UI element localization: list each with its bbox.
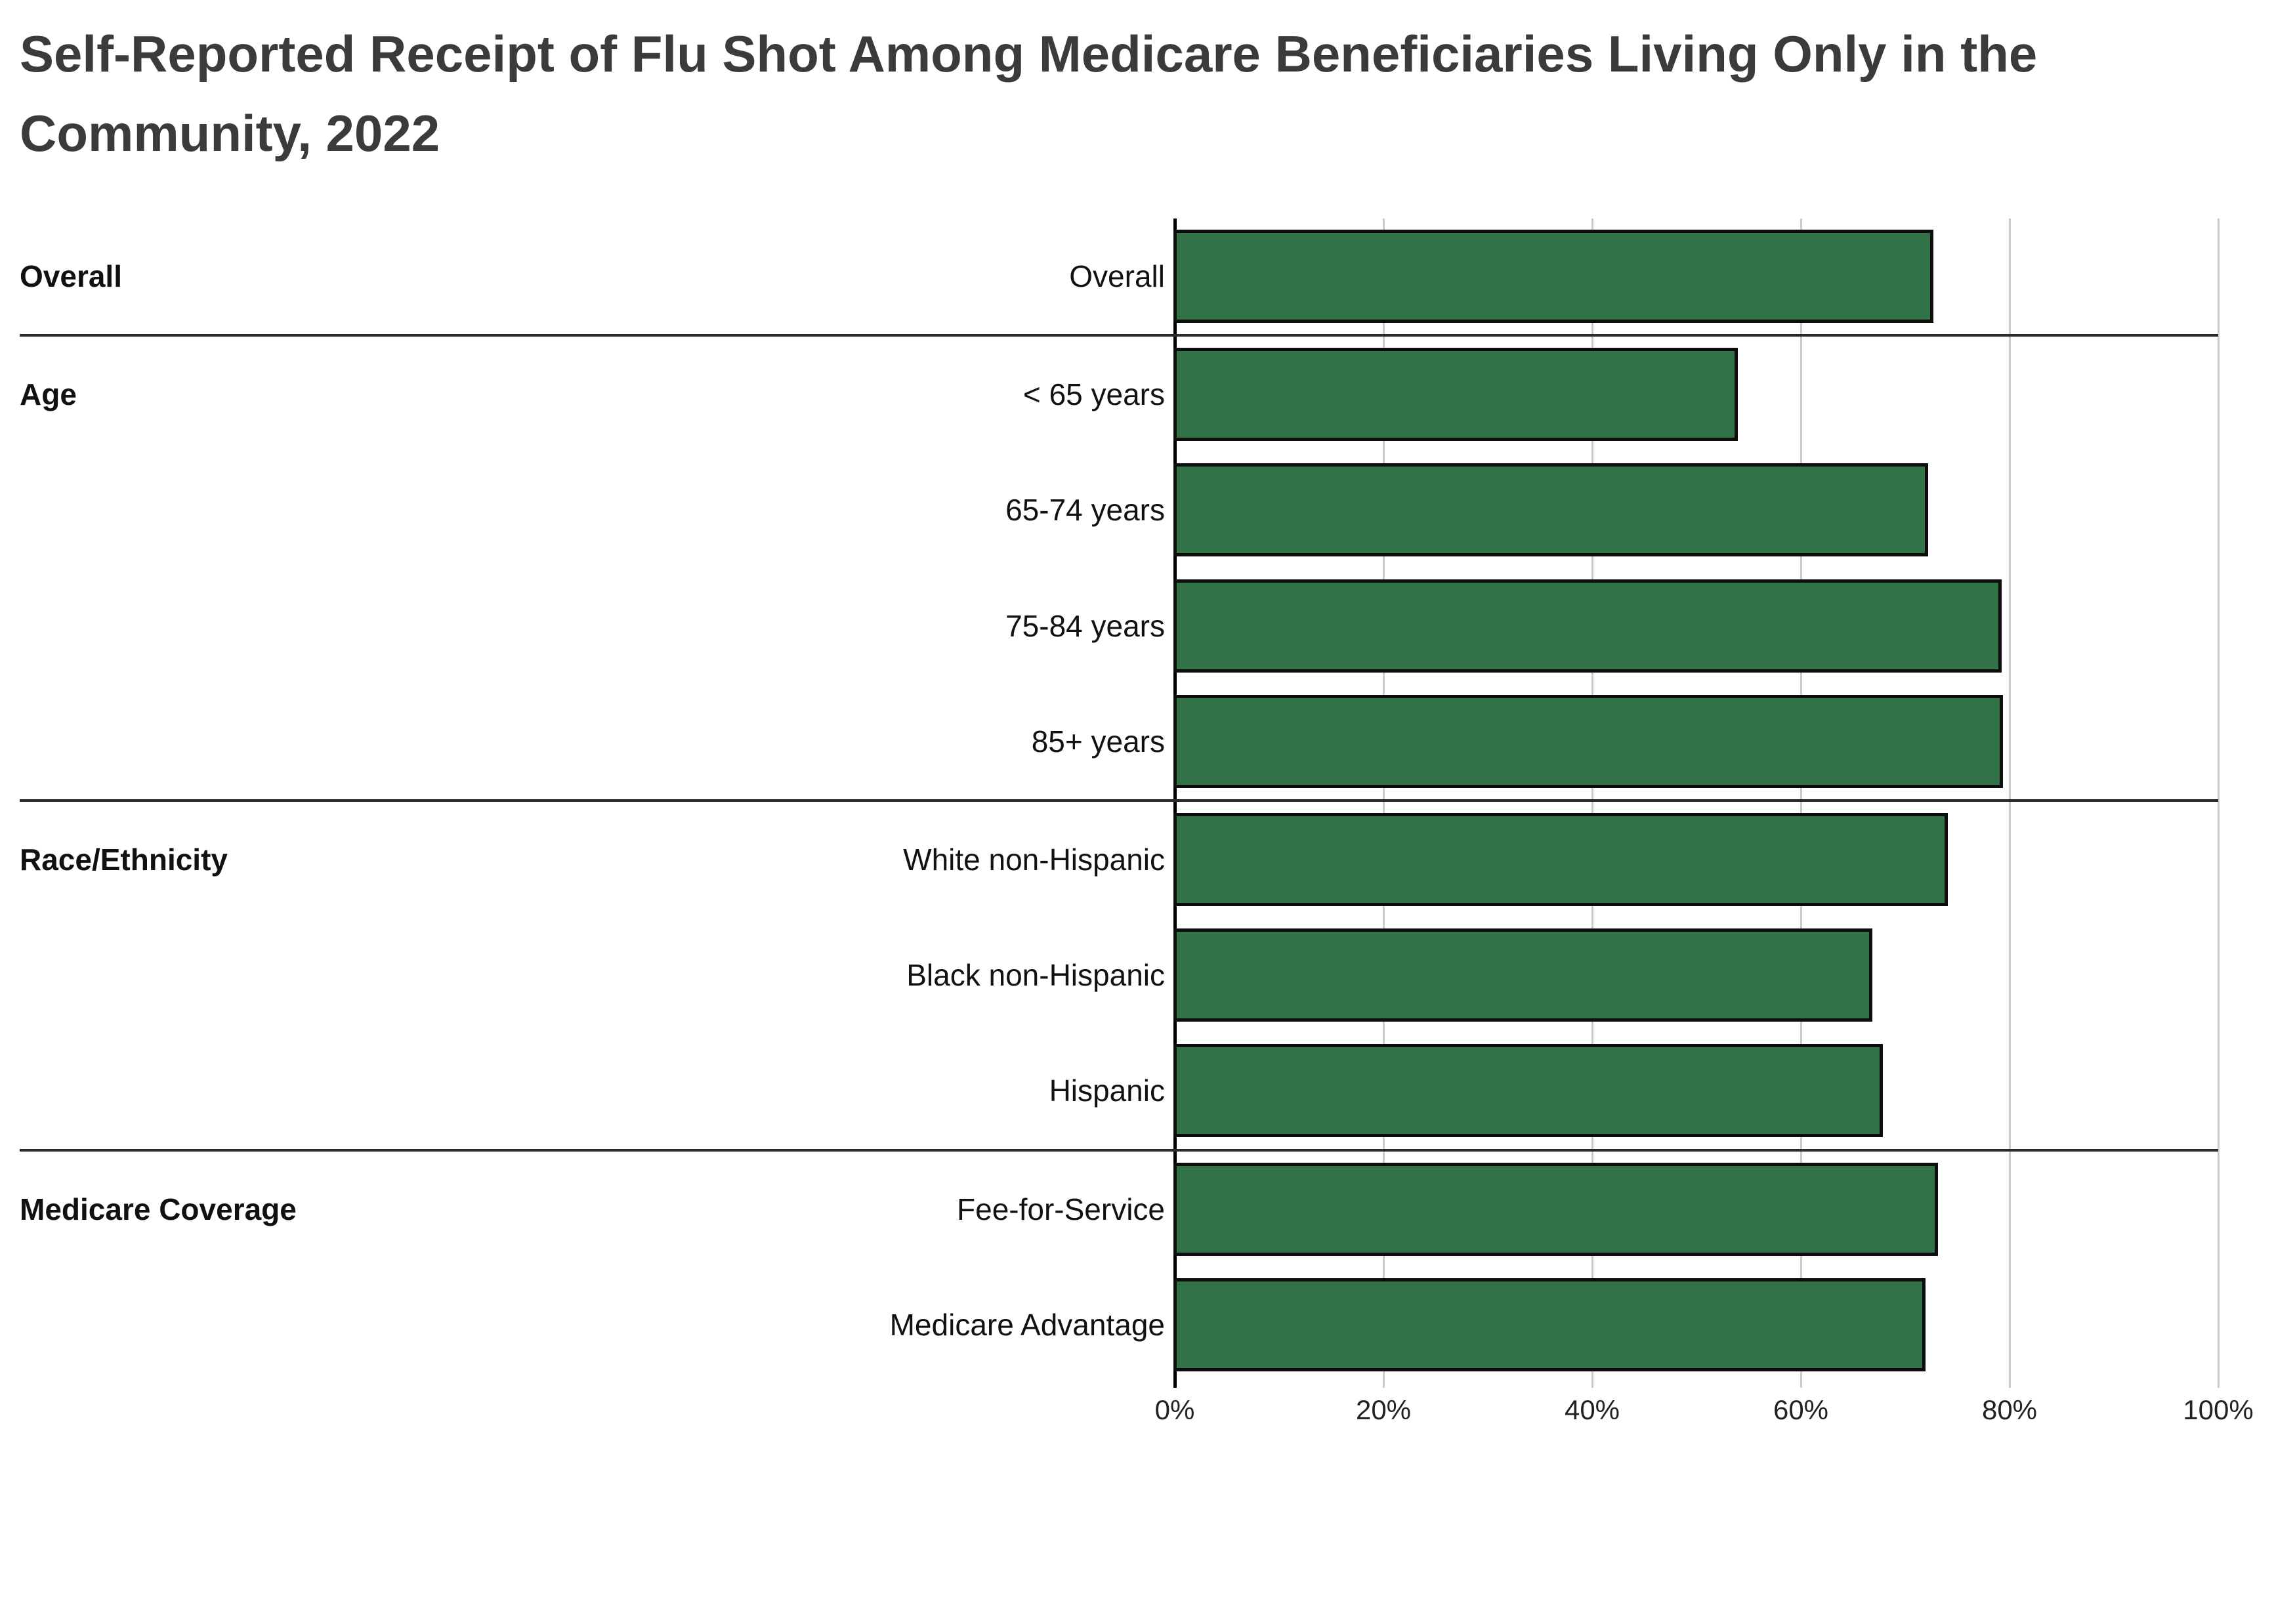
bar <box>1173 1162 1939 1256</box>
chart-row: Hispanic <box>20 1033 2218 1148</box>
group-label: Medicare Coverage <box>20 1192 297 1226</box>
bar <box>1173 230 1933 323</box>
x-axis-tick-labels: 0% 20% 40% 60% 80% 100% <box>1155 1394 2254 1434</box>
category-label: 75-84 years <box>1005 608 1165 643</box>
chart-title: Self-Reported Receipt of Flu Shot Among … <box>20 25 2038 162</box>
chart-row: < 65 years <box>20 337 2218 452</box>
chart-row: 65-74 years <box>20 452 2218 568</box>
category-label: Hispanic <box>1049 1073 1165 1108</box>
bar <box>1173 1278 1926 1371</box>
x-tick-label: 20% <box>1355 1394 1412 1425</box>
x-tick-label: 40% <box>1564 1394 1620 1425</box>
chart-row: Black non-Hispanic <box>20 917 2218 1033</box>
bar <box>1173 1044 1884 1138</box>
chart-row: 85+ years <box>20 684 2218 799</box>
bar <box>1173 928 1873 1022</box>
group-medicare-coverage: Medicare Coverage Fee-for-Service Medicare… <box>20 1152 2218 1383</box>
bar <box>1173 579 2002 673</box>
bar <box>1173 463 1928 557</box>
category-label: Black non-Hispanic <box>906 958 1165 993</box>
group-age: Age < 65 years 65-74 years 75-84 years 85+ y… <box>20 337 2218 802</box>
bar <box>1173 348 1738 442</box>
category-label: White non-Hispanic <box>903 843 1165 877</box>
category-label: Medicare Advantage <box>889 1307 1165 1342</box>
chart-rows: Overall Overall Age < 65 years 65-74 years 75… <box>20 219 2218 1383</box>
x-tick-label: 60% <box>1773 1394 1829 1425</box>
x-tick-label: 80% <box>1981 1394 2038 1425</box>
category-label: < 65 years <box>1022 377 1165 412</box>
category-label: 85+ years <box>1031 724 1165 759</box>
chart-row: White non-Hispanic <box>20 802 2218 917</box>
chart-row: Overall <box>20 219 2218 334</box>
category-label: 65-74 years <box>1005 493 1165 528</box>
bar <box>1173 694 2004 788</box>
group-label: Overall <box>20 259 122 294</box>
group-label: Age <box>20 377 77 412</box>
x-tick-label: 100% <box>2183 1394 2254 1425</box>
group-overall: Overall Overall <box>20 219 2218 337</box>
group-label: Race/Ethnicity <box>20 843 228 877</box>
chart-row: Medicare Advantage <box>20 1267 2218 1383</box>
bar <box>1173 813 1948 907</box>
chart-row: 75-84 years <box>20 568 2218 684</box>
category-label: Fee-for-Service <box>957 1192 1165 1226</box>
group-race-ethnicity: Race/Ethnicity White non-Hispanic Black no… <box>20 802 2218 1152</box>
category-label: Overall <box>1069 259 1165 294</box>
bar-chart: Overall Overall Age < 65 years 65-74 years 75… <box>20 219 2220 1388</box>
x-tick-label: 0% <box>1154 1394 1195 1425</box>
chart-row: Fee-for-Service <box>20 1152 2218 1267</box>
